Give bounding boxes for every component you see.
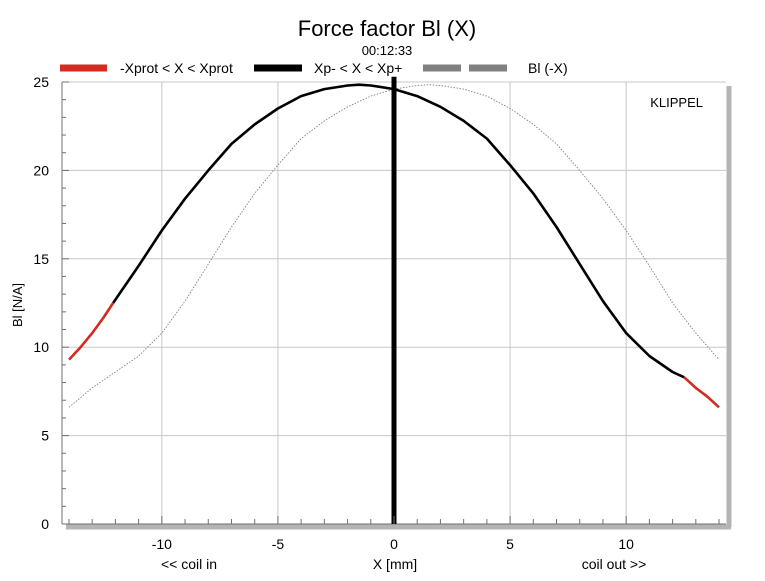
- y-tick-label: 10: [33, 339, 49, 355]
- x-tick-label: 10: [618, 536, 634, 552]
- y-axis-label: Bl [N/A]: [10, 283, 25, 327]
- legend-label: Xp- < X < Xp+: [314, 60, 402, 76]
- x-tick-label: -5: [272, 536, 285, 552]
- y-tick-label: 5: [41, 428, 49, 444]
- series-xprot-range: [683, 376, 720, 409]
- x-tick-label: 0: [390, 536, 398, 552]
- y-tick-label: 15: [33, 251, 49, 267]
- watermark-label: KLIPPEL: [650, 95, 703, 110]
- series-xprot-range: [68, 302, 115, 361]
- x-tick-label: 5: [506, 536, 514, 552]
- legend-label: -Xprot < X < Xprot: [120, 60, 233, 76]
- chart-title: Force factor Bl (X): [298, 16, 476, 41]
- axis-ticks: 0 5 10 15 20 25 -10 -5 0 5 10: [33, 74, 720, 552]
- coil-in-annotation: << coil in: [161, 556, 217, 572]
- series-xp-range: [112, 83, 685, 379]
- y-tick-label: 20: [33, 162, 49, 178]
- legend-label: Bl (-X): [528, 60, 568, 76]
- legend: -Xprot < X < Xprot Xp- < X < Xp+ Bl (-X): [60, 60, 568, 76]
- chart-subtitle: 00:12:33: [362, 43, 413, 58]
- y-tick-label: 0: [41, 516, 49, 532]
- x-tick-label: -10: [152, 536, 172, 552]
- coil-out-annotation: coil out >>: [582, 556, 647, 572]
- x-axis-label: X [mm]: [373, 556, 417, 572]
- y-tick-label: 25: [33, 74, 49, 90]
- series-layer: [68, 76, 720, 524]
